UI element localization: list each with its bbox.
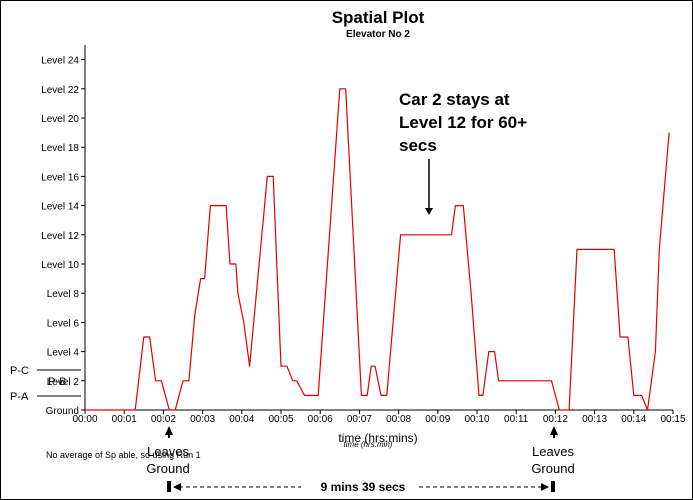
up-arrow-icon <box>165 426 173 435</box>
x-tick-label: 00:00 <box>72 414 97 425</box>
side-zone-label: P-C <box>10 365 29 377</box>
x-tick-label: 00:11 <box>504 414 529 425</box>
callout-car2: Car 2 stays at Level 12 for 60+ secs <box>399 90 527 215</box>
x-tick-label: 00:09 <box>425 414 450 425</box>
y-tick-label: Level 22 <box>41 85 79 96</box>
series-line <box>85 88 670 411</box>
callout-arrow-head <box>425 208 433 215</box>
y-tick-label: Level 6 <box>47 318 80 329</box>
chart-subtitle: Elevator No 2 <box>346 29 410 40</box>
y-tick-label: Level 8 <box>47 289 80 300</box>
x-tick-label: 00:08 <box>386 414 411 425</box>
x-tick-label: 00:12 <box>543 414 568 425</box>
right-arrow-icon <box>541 483 549 491</box>
side-zone-labels: P-C P-B P-A <box>10 365 81 403</box>
leaves-ground-left: Leaves Ground <box>146 426 190 476</box>
leaves-ground-right: Leaves Ground <box>531 426 575 476</box>
leaves-label-1: Leaves <box>147 444 189 459</box>
x-tick-label: 00:07 <box>347 414 372 425</box>
leaves-label-1: Leaves <box>532 444 574 459</box>
x-tick-label: 00:06 <box>308 414 333 425</box>
callout-line-3: secs <box>399 136 437 155</box>
x-tick-label: 00:13 <box>582 414 607 425</box>
x-tick-label: 00:02 <box>151 414 176 425</box>
callout-line-2: Level 12 for 60+ <box>399 113 527 132</box>
y-tick-label: Ground <box>46 406 79 417</box>
left-arrow-icon <box>173 483 181 491</box>
y-tick-labels: Ground Level 2 Level 4 Level 6 Level 8 Level … <box>41 56 85 417</box>
x-tick-label: 00:14 <box>621 414 646 425</box>
x-tick-label: 00:05 <box>268 414 293 425</box>
leaves-label-2: Ground <box>531 461 574 476</box>
callout-line-1: Car 2 stays at <box>399 90 510 109</box>
series-layer <box>85 88 670 411</box>
chart-title: Spatial Plot <box>332 8 425 27</box>
y-tick-label: Level 20 <box>41 114 79 125</box>
bracket-right-bar <box>551 481 555 492</box>
y-tick-label: Level 24 <box>41 56 79 67</box>
y-tick-label: Level 2 <box>47 377 80 388</box>
duration-label: 9 mins 39 secs <box>321 480 406 494</box>
side-zone-label: P-A <box>10 391 29 403</box>
bracket-left-bar <box>167 481 171 492</box>
x-tick-label: 00:10 <box>464 414 489 425</box>
y-tick-label: Level 10 <box>41 260 79 271</box>
y-tick-label: Level 12 <box>41 231 79 242</box>
y-tick-label: Level 14 <box>41 202 79 213</box>
axes <box>84 45 673 411</box>
y-tick-label: Level 16 <box>41 172 79 183</box>
y-tick-label: Level 4 <box>47 348 80 359</box>
duration-bracket: 9 mins 39 secs <box>167 480 555 494</box>
side-zone-label: P-B <box>48 376 66 388</box>
leaves-label-2: Ground <box>146 461 189 476</box>
x-tick-labels: 00:00 00:01 00:02 00:03 00:04 00:05 00:06 00:07… <box>72 410 686 425</box>
x-axis-label: time (hrs:mins) <box>338 431 417 445</box>
x-tick-label: 00:01 <box>112 414 137 425</box>
x-axis-label-overlap: time (hrs:min) <box>344 440 393 449</box>
x-tick-label: 00:03 <box>190 414 215 425</box>
x-tick-label: 00:04 <box>229 414 254 425</box>
x-tick-label: 00:15 <box>660 414 685 425</box>
up-arrow-icon <box>550 426 558 435</box>
y-tick-label: Level 18 <box>41 143 79 154</box>
footnote: No average of Sp able, so using Run 1 <box>46 450 201 460</box>
